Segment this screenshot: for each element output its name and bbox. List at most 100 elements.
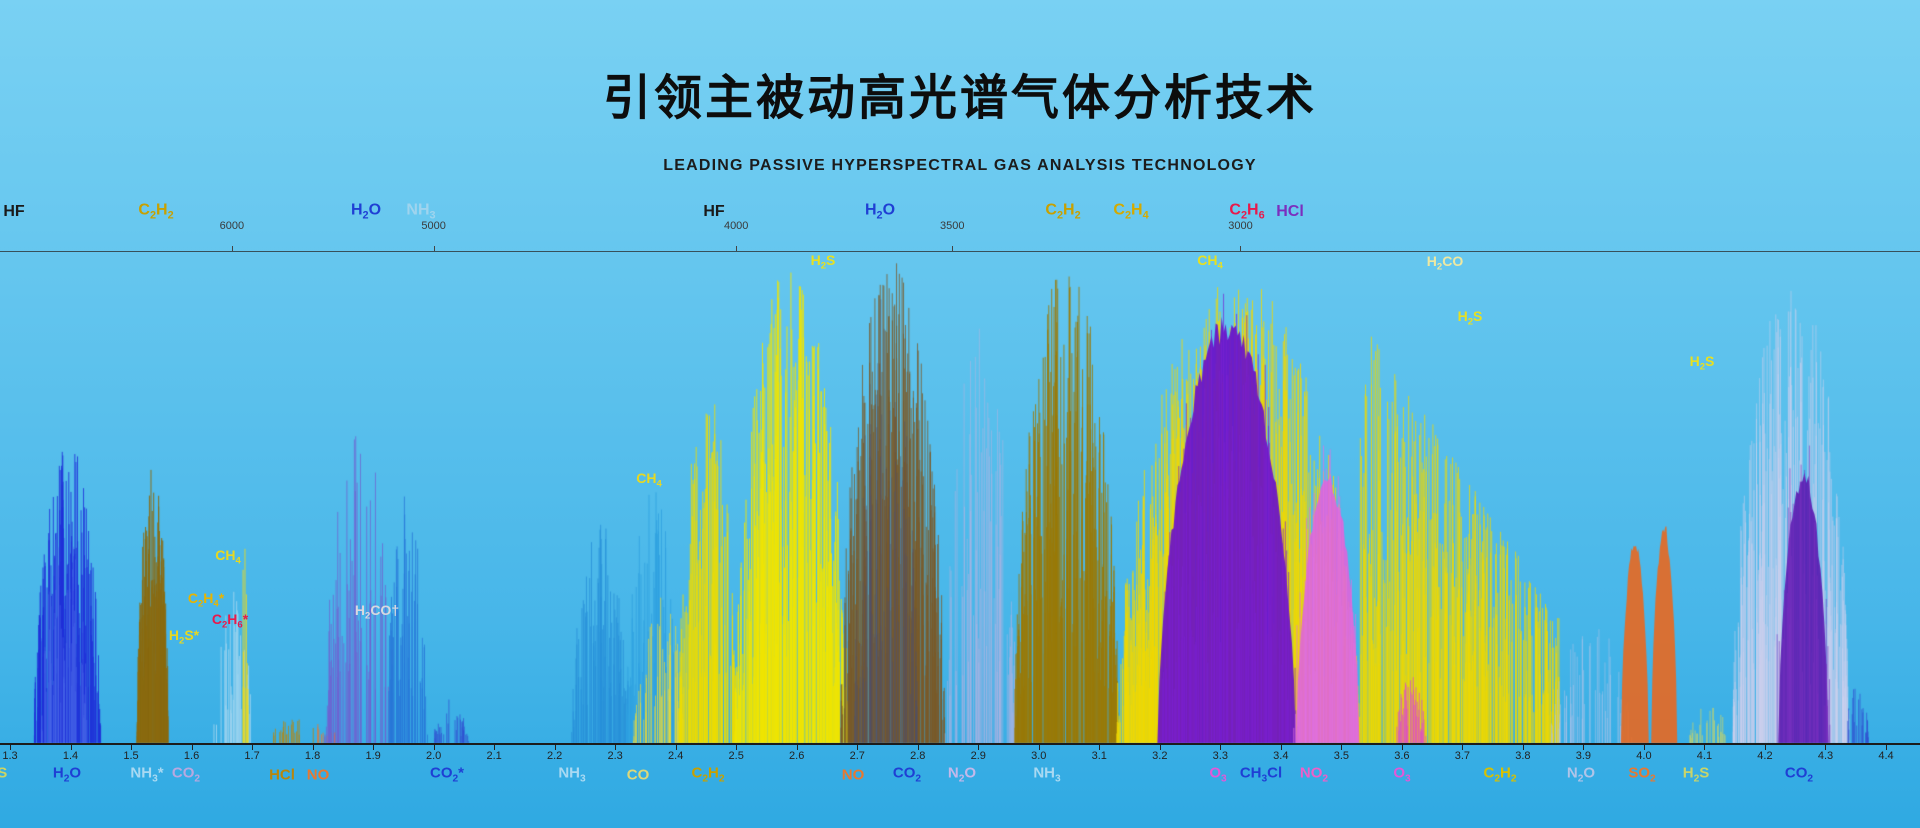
wavelength-tick <box>978 745 980 750</box>
gas-label-hf: HF <box>703 203 725 220</box>
wavelength-tick <box>10 745 11 750</box>
gas-label-so2: SO2 <box>1628 764 1656 785</box>
wavelength-tick <box>736 745 738 750</box>
wavenumber-value: 3500 <box>940 220 965 232</box>
wavelength-value: 1.7 <box>244 750 260 762</box>
gas-label-n2o: N2O <box>947 764 977 785</box>
wavelength-tick <box>1462 745 1464 750</box>
wavelength-tick <box>1522 745 1524 750</box>
wavelength-value: 2.1 <box>486 750 502 762</box>
wavelength-value: 3.8 <box>1515 750 1531 762</box>
wavelength-tick <box>373 745 375 750</box>
wavelength-value: 2.4 <box>668 750 684 762</box>
wavelength-value: 3.6 <box>1394 750 1410 762</box>
wavelength-tick <box>554 745 556 750</box>
wavelength-value: 4.4 <box>1878 750 1894 762</box>
gas-label-hcl: HCl <box>1276 203 1304 220</box>
wavelength-tick <box>1038 745 1040 750</box>
wavelength-tick <box>1643 745 1645 750</box>
wavelength-value: 4.0 <box>1636 750 1652 762</box>
gas-label-h2o: H2O <box>864 201 896 222</box>
wavelength-tick <box>252 745 254 750</box>
gas-label-h2s: H2S <box>1689 352 1715 373</box>
wavelength-tick <box>1764 745 1766 750</box>
wavenumber-value: 4000 <box>723 220 749 232</box>
gas-label-h2co: H2CO <box>1426 252 1464 273</box>
wavelength-value: 3.4 <box>1273 750 1289 762</box>
wavelength-tick <box>1220 745 1222 750</box>
wavelength-tick <box>70 745 72 750</box>
gas-label-hf: HF <box>3 203 25 220</box>
wavelength-tick <box>191 745 193 750</box>
gas-label-co: CO <box>626 766 650 784</box>
gas-label-c2h6: C2H6* <box>211 610 249 631</box>
wavelength-value: 4.2 <box>1757 750 1773 762</box>
wavenumber-tick <box>433 246 435 251</box>
page-subtitle: LEADING PASSIVE HYPERSPECTRAL GAS ANALYS… <box>663 157 1257 174</box>
wavelength-value: 3.2 <box>1152 750 1168 762</box>
gas-label-n2o: N2O <box>1566 764 1596 785</box>
gas-label-ch3cl: CH3Cl <box>1239 764 1283 785</box>
wavelength-tick <box>131 745 133 750</box>
wavelength-value: 1.5 <box>123 750 139 762</box>
gas-label-h2s: H2S <box>1457 307 1483 328</box>
gas-label-c2h2: C2H2 <box>691 764 725 785</box>
wavelength-value: 2.8 <box>910 750 926 762</box>
wavelength-value: 4.1 <box>1696 750 1713 762</box>
wavelength-value: 1.6 <box>183 750 200 762</box>
wavenumber-tick <box>1240 246 1242 251</box>
gas-label-nh3: NH3 <box>1033 764 1061 785</box>
wavelength-value: 3.1 <box>1091 750 1107 762</box>
gas-label-o3: O3 <box>1393 764 1411 785</box>
wavelength-value: 1.4 <box>62 750 79 762</box>
wavenumber-value: 5000 <box>421 220 446 232</box>
wavelength-tick <box>1583 745 1585 750</box>
wavelength-value: 2.6 <box>789 750 805 762</box>
wavenumber-axis <box>0 251 1920 252</box>
wavenumber-tick <box>952 246 954 251</box>
wavelength-value: 3.9 <box>1575 750 1592 762</box>
wavelength-value: 1.8 <box>304 750 321 762</box>
gas-label-c2h2: C2H2 <box>1483 764 1517 785</box>
gas-label-c2h2: C2H2 <box>1045 201 1081 222</box>
gas-label-no2: NO2 <box>1299 764 1329 785</box>
gas-label-o3: O3 <box>1209 764 1227 785</box>
wavelength-tick <box>1280 745 1282 750</box>
wavelength-value: 2.9 <box>970 750 986 762</box>
wavelength-value: 3.5 <box>1333 750 1349 762</box>
wavelength-value: 2.2 <box>546 750 563 762</box>
wavelength-tick <box>433 745 435 750</box>
wavelength-tick <box>312 745 314 750</box>
wavelength-value: 1.9 <box>365 750 381 762</box>
gas-label-h2s: H2S <box>810 251 836 272</box>
gas-label-h2s: H2S* <box>168 626 200 647</box>
wavelength-value: 2.0 <box>425 750 442 762</box>
wavelength-tick <box>1704 745 1706 750</box>
wavelength-value: 2.7 <box>849 750 865 762</box>
gas-label-c2h6: C2H6 <box>1229 201 1265 222</box>
wavelength-tick <box>615 745 617 750</box>
gas-label-co2: CO2 <box>171 764 201 785</box>
gas-label-nh3: NH3 <box>406 201 436 222</box>
wavelength-value: 4.3 <box>1817 750 1834 762</box>
gas-label-co2: CO2* <box>429 764 465 785</box>
wavelength-tick <box>1401 745 1403 750</box>
wavelength-tick <box>1825 745 1827 750</box>
gas-label-nh3: NH3 <box>558 764 586 785</box>
wavenumber-value: 6000 <box>219 220 245 232</box>
gas-label-nh3: NH3* <box>130 764 164 785</box>
wavelength-tick <box>1159 745 1161 750</box>
gas-label-c2h2: C2H2 <box>138 201 174 222</box>
wavelength-tick <box>1886 745 1887 750</box>
gas-label-c2h4: C2H4* <box>187 589 225 610</box>
gas-label-h2s: H2S <box>0 764 8 782</box>
wavelength-value: 3.3 <box>1212 750 1228 762</box>
gas-label-ch4: CH4 <box>215 546 241 567</box>
wavenumber-tick <box>231 246 233 251</box>
gas-label-co2: CO2 <box>892 764 922 785</box>
wavelength-value: 3.7 <box>1454 750 1471 762</box>
gas-label-no: NO <box>306 766 330 784</box>
gas-label-h2o: H2O <box>52 764 82 785</box>
wavelength-axis <box>0 743 1920 745</box>
